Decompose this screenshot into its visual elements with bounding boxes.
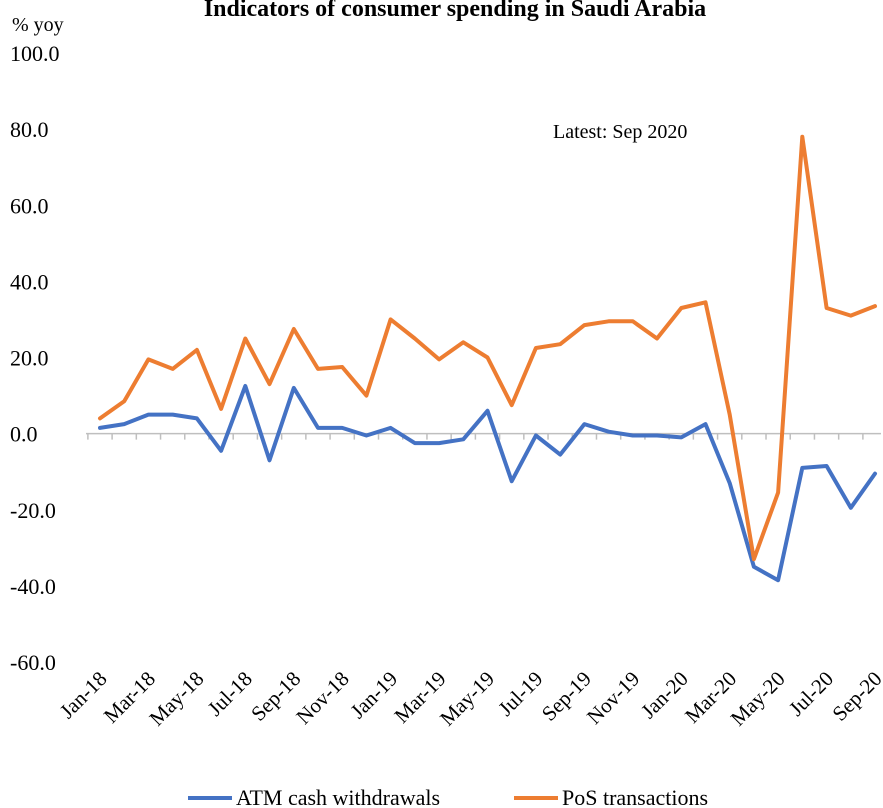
y-tick-label: 80.0 [10,117,49,142]
y-axis-ticks: 100.0 80.0 60.0 40.0 20.0 0.0 -20.0 -40.0 -60.0 [10,41,60,675]
y-tick-label: -60.0 [10,650,56,675]
y-tick-label: 40.0 [10,269,49,294]
x-tick-label: May-19 [435,667,499,731]
y-tick-label: -40.0 [10,574,56,599]
latest-annotation: Latest: Sep 2020 [553,121,687,143]
y-tick-label: -20.0 [10,498,56,523]
legend-item-pos: PoS transactions [514,785,708,808]
x-tick-label: May-20 [726,667,790,731]
y-tick-label: 100.0 [10,41,60,66]
x-tick-label: May-18 [144,667,208,731]
x-axis: Jan-18Mar-18May-18Jul-18Sep-18Nov-18Jan-… [55,432,883,731]
legend-label-pos: PoS transactions [562,785,708,808]
y-axis-unit-label: % yoy [12,14,64,36]
x-tick-label: Sep-20 [827,667,883,726]
y-tick-label: 20.0 [10,346,49,371]
y-tick-label: 60.0 [10,193,49,218]
x-tick-label: Nov-18 [291,667,353,729]
series-lines [98,134,877,583]
y-tick-label: 0.0 [10,422,38,447]
series-line-atm [98,384,877,583]
chart-title: Indicators of consumer spending in Saudi… [204,0,706,22]
x-tick-label: Jul-18 [203,667,257,721]
x-tick-label: Jul-19 [493,667,547,721]
legend: ATM cash withdrawals PoS transactions [188,785,708,808]
x-tick-label: Nov-19 [582,667,644,729]
legend-item-atm: ATM cash withdrawals [188,785,440,808]
series-line-pos [98,134,877,562]
legend-label-atm: ATM cash withdrawals [236,785,440,808]
x-tick-label: Jul-20 [784,667,838,721]
